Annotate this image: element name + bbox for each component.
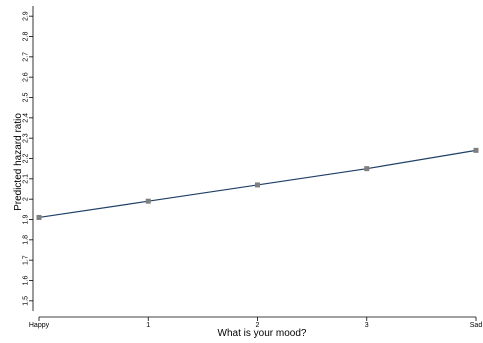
x-axis: Happy 1 2 3 Sad (29, 316, 483, 329)
x-tick-label: Sad (470, 322, 483, 329)
y-tick-label: 2.3 (23, 133, 30, 143)
y-axis: 1.5 1.6 1.7 1.8 1.9 2 2.1 2.2 2.3 2.4 2.5 2.6 2.7 2.8… (23, 6, 34, 311)
y-tick-label: 2.5 (23, 93, 30, 103)
x-tick-label: 3 (365, 322, 369, 329)
y-tick-label: 2.9 (23, 11, 30, 21)
series-group (36, 147, 479, 220)
data-point-marker (145, 198, 151, 204)
data-point-marker (473, 147, 479, 153)
y-tick-label: 2.6 (23, 72, 30, 82)
y-tick-label: 1.8 (23, 235, 30, 245)
data-point-marker (364, 166, 370, 172)
y-tick-label: 2.1 (23, 174, 30, 184)
y-tick-label: 2.4 (23, 113, 30, 123)
data-point-marker (255, 182, 260, 188)
y-tick-label: 2.2 (23, 154, 30, 164)
data-point-marker (36, 214, 42, 220)
y-tick-label: 2 (23, 197, 30, 201)
y-tick-label: 1.6 (23, 276, 30, 286)
x-tick-label: Happy (29, 322, 50, 329)
y-tick-label: 1.7 (23, 255, 30, 265)
y-tick-label: 1.5 (23, 296, 30, 306)
x-tick-label: 2 (256, 322, 260, 329)
x-axis-title: What is your mood? (218, 328, 307, 339)
y-tick-label: 1.9 (23, 215, 30, 225)
y-tick-label: 2.7 (23, 52, 30, 62)
x-tick-label: 1 (146, 322, 150, 329)
y-axis-title: Predicted hazard ratio (13, 113, 24, 211)
y-tick-label: 2.8 (23, 32, 30, 42)
